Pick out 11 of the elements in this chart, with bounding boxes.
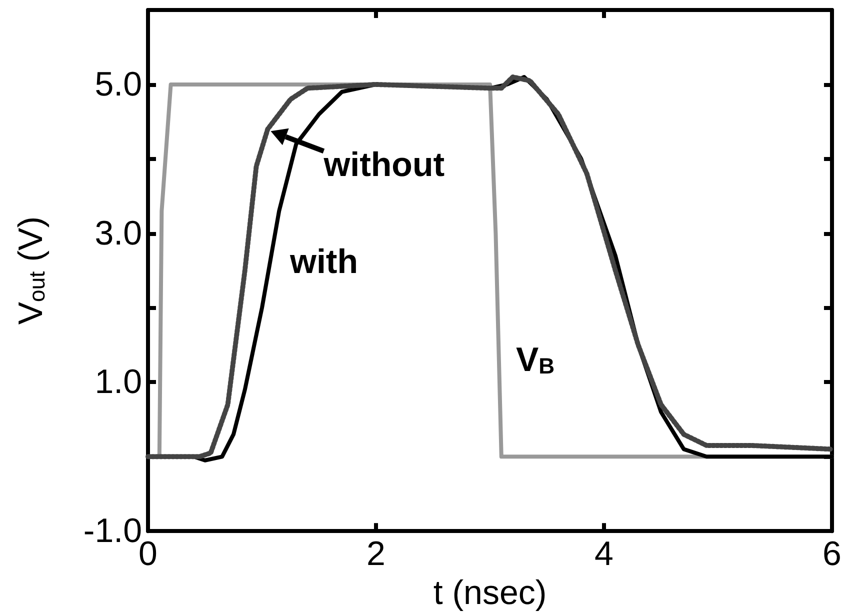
x-axis-title: t (nsec) [433, 574, 547, 612]
x-tick-label: 4 [594, 535, 614, 574]
y-tick-label: 5.0 [94, 65, 142, 104]
annotation: VB [516, 341, 555, 379]
x-tick-label: 2 [366, 535, 386, 574]
x-tick-label: 6 [822, 535, 842, 574]
annotation: with [289, 243, 358, 281]
annotation: without [322, 146, 445, 184]
y-tick-label: 1.0 [94, 363, 142, 402]
y-tick-label: 3.0 [94, 214, 142, 252]
y-axis-title: Vout (V) [12, 216, 50, 325]
